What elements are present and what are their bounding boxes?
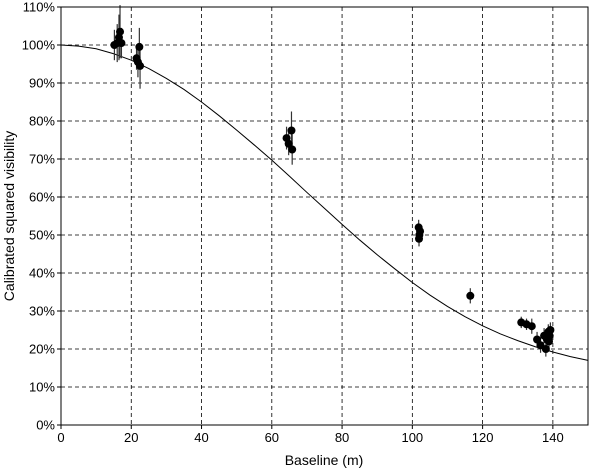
- x-tick-label: 20: [124, 430, 138, 445]
- data-point: [415, 234, 424, 243]
- y-tick-label: 110%: [23, 0, 56, 15]
- data-point: [288, 145, 297, 154]
- data-point: [527, 322, 536, 331]
- y-tick-label: 40%: [29, 266, 55, 281]
- data-point: [135, 42, 144, 51]
- y-tick-label: 100%: [22, 38, 56, 53]
- y-tick-label: 90%: [29, 76, 55, 91]
- x-tick-label: 60: [265, 430, 279, 445]
- data-point: [546, 326, 555, 334]
- x-tick-label: 40: [194, 430, 208, 445]
- data-point: [466, 291, 475, 300]
- y-tick-label: 0%: [36, 418, 55, 433]
- y-tick-label: 80%: [29, 114, 55, 129]
- plot-frame: [60, 6, 589, 426]
- y-tick-label: 50%: [29, 228, 55, 243]
- x-tick-label: 100: [401, 430, 423, 445]
- model-curve-layer: [60, 44, 589, 361]
- data-points-layer: [110, 5, 555, 357]
- data-point: [541, 345, 550, 353]
- y-tick-label: 20%: [29, 342, 55, 357]
- data-point: [117, 39, 126, 48]
- y-tick-label: 10%: [29, 380, 55, 395]
- x-axis-label: Baseline (m): [285, 452, 364, 468]
- x-tick-label: 0: [57, 430, 64, 445]
- x-tick-label: 140: [542, 430, 564, 445]
- y-axis-ticks: 0% 10% 20% 30% 40% 50% 60% 70% 80% 90% 100% 110%: [22, 0, 61, 433]
- data-point: [287, 126, 296, 135]
- data-point: [116, 27, 125, 36]
- y-axis-label: Calibrated squared visibility: [1, 131, 17, 301]
- x-tick-label: 80: [335, 430, 349, 445]
- y-tick-label: 60%: [29, 190, 55, 205]
- y-tick-label: 30%: [29, 304, 55, 319]
- data-point: [136, 61, 145, 70]
- x-tick-label: 120: [472, 430, 494, 445]
- model-curve: [60, 44, 589, 361]
- grid: [61, 7, 588, 425]
- data-point: [416, 227, 425, 236]
- x-axis-ticks: 0 20 40 60 80 100 120 140: [57, 425, 564, 445]
- y-tick-label: 70%: [29, 152, 55, 167]
